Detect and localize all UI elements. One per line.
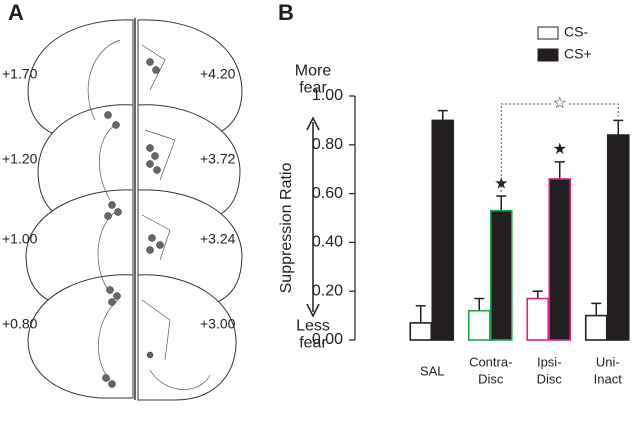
section-label: +3.00 — [200, 316, 236, 332]
comparison-bracket — [500, 103, 619, 193]
x-tick-label: Uni-Inact — [594, 355, 623, 387]
y-axis-title: Suppression Ratio — [278, 163, 295, 294]
panel-label: B — [278, 0, 294, 25]
panel-label: A — [8, 0, 24, 25]
placement-dots — [102, 58, 164, 388]
bar — [409, 322, 433, 341]
bar — [431, 119, 455, 341]
bracket-mark-bg — [551, 96, 568, 112]
legend-label: CS- — [564, 24, 588, 40]
legend-label: CS+ — [564, 46, 592, 62]
x-tick-label: Contra-Disc — [469, 355, 512, 387]
fear-arrow — [306, 116, 320, 318]
legend-swatch — [537, 26, 559, 40]
section-label: +1.70 — [2, 66, 38, 82]
section-label: +1.20 — [2, 151, 38, 167]
section-label: +4.20 — [200, 66, 236, 82]
y-tick-label: 0.20 — [312, 282, 343, 299]
bar — [489, 209, 513, 341]
bar — [584, 314, 608, 341]
panel-a-drawings — [25, 18, 243, 401]
significance-mark: ★ — [553, 141, 567, 158]
bar — [467, 309, 491, 341]
x-tick-label: SAL — [420, 363, 445, 378]
bar — [606, 134, 630, 341]
bar — [526, 297, 550, 341]
section-label: +1.00 — [2, 231, 38, 247]
section-label: +0.80 — [2, 316, 38, 332]
y-tick-label: 0.40 — [312, 234, 343, 251]
legend-swatch — [537, 48, 559, 62]
section-label: +3.72 — [200, 151, 236, 167]
y-axis-bottom-note: Less fear — [296, 318, 330, 352]
y-tick-label: 0.60 — [312, 185, 343, 202]
y-axis-top-note: More fear — [295, 63, 332, 97]
y-tick-label: 0.00 — [312, 331, 343, 348]
bracket-mark: ☆ — [553, 95, 567, 112]
bar — [548, 178, 572, 341]
y-tick-label: 1.00 — [312, 87, 343, 104]
x-tick-label: Ipsi-Disc — [537, 355, 563, 387]
section-label: +3.24 — [200, 231, 236, 247]
y-tick-label: 0.80 — [312, 136, 343, 153]
